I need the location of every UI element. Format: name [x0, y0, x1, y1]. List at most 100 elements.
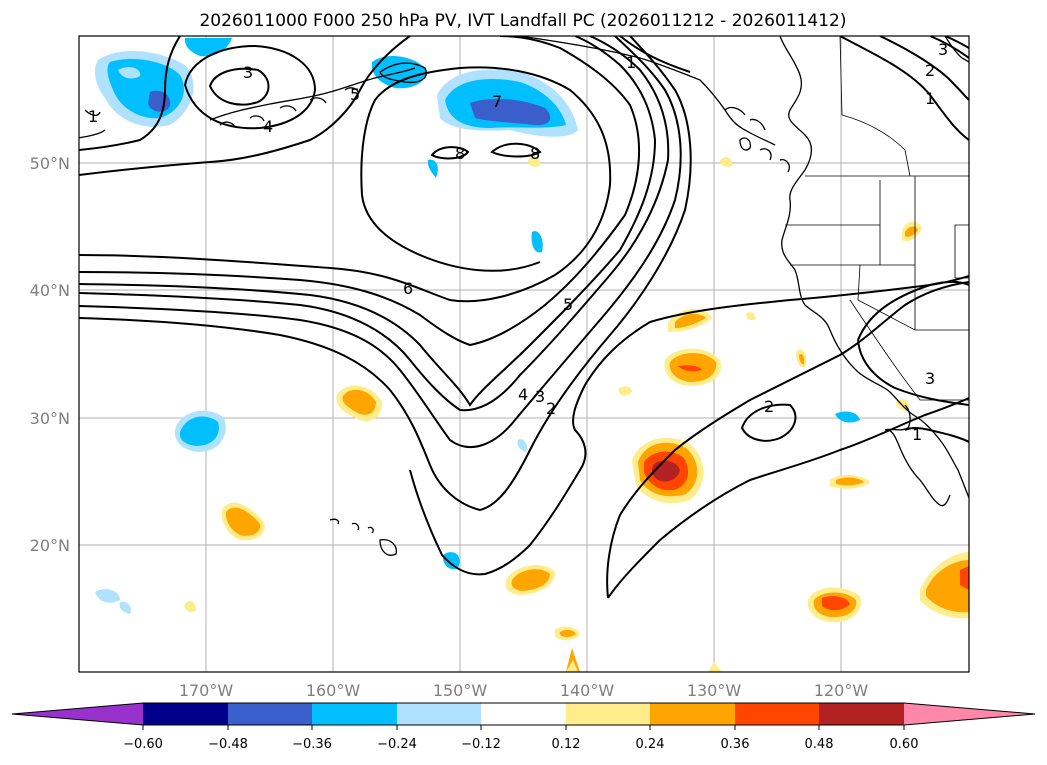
contour-label: 3 [535, 387, 545, 406]
colorbar-tick-label: −0.24 [377, 737, 417, 752]
shade-blob [678, 365, 702, 372]
shade-blob [960, 566, 969, 590]
political-borders [785, 36, 969, 401]
shade-blob [746, 312, 756, 321]
pv-contours [79, 36, 969, 599]
lon-label-130w: 130°W [687, 681, 742, 700]
shade-blob [926, 560, 969, 613]
coastline-hawaii [329, 518, 397, 556]
lon-label-140w: 140°W [560, 681, 615, 700]
contour-label: 5 [350, 85, 360, 104]
colorbar-segment [481, 703, 566, 725]
shade-blob [708, 662, 722, 672]
border-us-states [785, 176, 969, 331]
coastline-aleutians [209, 67, 416, 121]
colorbar-tick-label: −0.36 [292, 737, 332, 752]
colorbar-tick-label: 0.24 [636, 737, 665, 752]
contour-line [79, 36, 670, 412]
colorbar: −0.60 −0.48 −0.36 −0.24 −0.12 0.12 0.24 … [11, 702, 1036, 752]
colorbar-tick-label: −0.12 [461, 737, 501, 752]
contour-line [740, 403, 797, 442]
colorbar-tick-label: 0.60 [890, 737, 919, 752]
border-state-box [954, 224, 969, 279]
contour-label: 1 [912, 425, 922, 444]
shade-blob [442, 552, 460, 570]
lon-label-120w: 120°W [814, 681, 869, 700]
figure-title: 2026011000 F000 250 hPa PV, IVT Landfall… [199, 11, 846, 31]
contour-line [430, 146, 470, 160]
contour-line [490, 142, 542, 158]
contour-line [929, 36, 969, 59]
contour-label: 7 [492, 92, 502, 111]
contour-line [79, 36, 682, 449]
coastline-baja [884, 429, 951, 507]
shade-blob [528, 156, 541, 167]
shade-blob [95, 589, 120, 603]
colorbar-segment [312, 703, 397, 725]
contour-line [79, 66, 612, 303]
coastline-alaska-panhandle [724, 106, 790, 173]
shade-blob [184, 601, 196, 613]
contour-line [904, 426, 969, 443]
map-area: 3 4 5 7 8 8 6 5 4 3 2 2 3 1 1 2 3 1 1 [79, 36, 969, 672]
border-alaska-canada [839, 36, 911, 177]
contour-label: 2 [925, 61, 935, 80]
lon-label-160w: 160°W [306, 681, 361, 700]
colorbar-extend-high [904, 703, 1035, 725]
map-frame [78, 35, 970, 673]
contour-line [606, 281, 969, 599]
longitude-labels: 170°W 160°W 150°W 140°W 130°W 120°W [179, 681, 869, 700]
shade-blob [835, 411, 860, 423]
colorbar-segment [566, 703, 650, 725]
contour-line [607, 397, 969, 599]
contour-label: 2 [546, 399, 556, 418]
shade-blob [179, 416, 219, 446]
contour-line [79, 36, 657, 407]
colorbar-segment [735, 703, 819, 725]
contour-label: 6 [403, 279, 413, 298]
shade-blob [511, 569, 550, 591]
coastline-kamchatka [79, 109, 106, 139]
border-us-mexico [849, 299, 969, 401]
contour-line [79, 36, 181, 151]
contour-label: 8 [455, 144, 465, 163]
shade-blob [720, 157, 733, 167]
contour-line [944, 36, 969, 49]
contour-line [79, 36, 692, 512]
shade-blob [822, 596, 850, 611]
colorbar-tick-label: 0.48 [805, 737, 834, 752]
shade-blob [836, 477, 864, 486]
contour-label: 4 [263, 117, 273, 136]
colorbar-tick-label: −0.48 [208, 737, 248, 752]
positive-shading [184, 156, 969, 672]
contour-label: 8 [530, 144, 540, 163]
shade-blob [342, 389, 376, 415]
contour-line [857, 281, 969, 341]
map-background [79, 36, 969, 672]
contour-line [79, 36, 640, 347]
contour-line [857, 339, 969, 406]
lat-label-30n: 30°N [30, 409, 70, 428]
contour-label: 3 [938, 40, 948, 59]
colorbar-extend-low [12, 703, 143, 725]
coastline-aleutian-islands [219, 87, 359, 128]
colorbar-segment [650, 703, 735, 725]
negative-shading [94, 38, 860, 614]
shade-blob [427, 159, 438, 178]
shade-blob [119, 601, 131, 614]
colorbar-segment [143, 703, 228, 725]
contour-line [839, 36, 969, 141]
shade-blob [799, 354, 805, 365]
contour-label: 1 [626, 53, 636, 72]
contour-label: 3 [925, 369, 935, 388]
contour-label: 1 [925, 89, 935, 108]
coastline-na-west [779, 36, 969, 499]
shade-blob [470, 98, 551, 126]
shade-blob [675, 313, 706, 328]
contour-line [79, 36, 411, 176]
colorbar-segment [228, 703, 312, 725]
shade-blob [531, 231, 543, 253]
contour-labels: 3 4 5 7 8 8 6 5 4 3 2 2 3 1 1 2 3 1 1 [88, 40, 948, 444]
colorbar-segment [397, 703, 481, 725]
